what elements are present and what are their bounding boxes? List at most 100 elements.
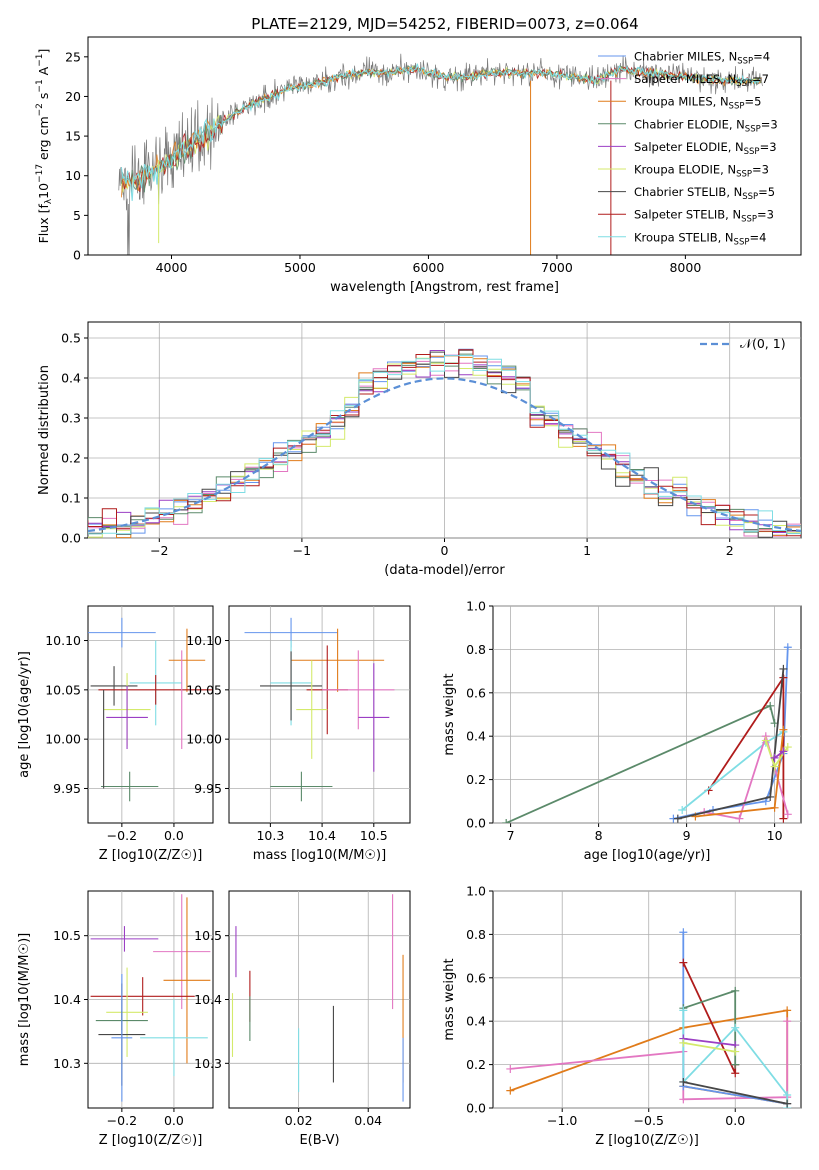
weight-vs-z-xlabel: Z [log10(Z/Z☉)] [595,1133,699,1148]
weight-marker [770,753,779,762]
mass-vs-ebv-group [231,894,404,1102]
mass-vs-ebv-ticklabel-y: 10.4 [194,992,222,1007]
weight-marker [766,701,775,710]
weight-vs-z-frame [492,890,802,1109]
legend-label: Salpeter MILES, NSSP=7 [634,72,769,89]
weight-line [683,989,737,1065]
spectrum-ticklabel-y: 20 [65,89,81,104]
spectrum-group [118,53,763,255]
weight-vs-z-ticklabel-x: −1.0 [547,1113,577,1128]
mass-vs-ebv-ticklabel-x: 0.02 [285,1113,313,1128]
spectrum-ticklabel-y: 15 [65,129,81,144]
weight-vs-age-frame [492,605,802,824]
weight-marker [506,1086,515,1095]
weight-vs-age-ticklabel-y: 0.0 [466,816,486,831]
age-vs-z-ticklabel-y: 10.10 [45,633,81,648]
weight-vs-z-ticklabel-y: 0.8 [466,927,486,942]
spectrum-ticklabel-y: 10 [65,168,81,183]
mass-vs-ebv-ticklabel-y: 10.5 [194,928,222,943]
weight-vs-age-ticklabel-x: 9 [683,828,691,843]
weight-marker [731,986,740,995]
weight-marker [731,1060,740,1069]
age-vs-z-ticklabel-x: −0.2 [107,828,137,843]
age-vs-mass-ticklabel-x: 10.3 [256,828,284,843]
weight-vs-age-ticklabel-x: 8 [595,828,603,843]
weight-vs-age-ticklabel-y: 0.4 [466,729,486,744]
legend-label: 𝒩(0, 1) [740,336,786,351]
age-vs-mass-xlabel: mass [log10(M/M☉)] [253,848,386,863]
spectrum-ticklabel-x: 7000 [541,260,573,275]
histogram-step [88,355,801,535]
weight-marker [679,958,688,967]
age-vs-mass-ticklabel-y: 10.05 [186,682,222,697]
weight-marker [679,928,688,937]
model-spectrum-line [120,63,762,201]
weight-vs-age-group [502,643,792,823]
age-vs-mass-ticklabel-x: 10.5 [360,828,388,843]
spectrum-ticklabel-y: 0 [73,248,81,263]
weight-vs-age-ticklabel-x: 7 [507,828,515,843]
weight-marker [506,1064,515,1073]
weight-marker [783,1006,792,1015]
weight-marker [678,805,687,814]
weight-marker [679,1006,688,1015]
legend-label: Salpeter ELODIE, NSSP=3 [634,140,777,157]
weight-marker [679,1095,688,1104]
weight-marker [735,814,744,823]
spectrum-ticklabel-y: 25 [65,49,81,64]
age-vs-z-ticklabel-y: 10.00 [45,732,81,747]
legend-label: Salpeter STELIB, NSSP=3 [634,208,774,225]
weight-vs-z-ticklabel-y: 1.0 [466,884,486,899]
weight-marker [783,1090,792,1099]
histogram-xlabel: (data-model)/error [384,563,505,578]
legend-label: Chabrier ELODIE, NSSP=3 [634,117,778,134]
histogram-ticklabel-y: 0.5 [61,331,81,346]
weight-vs-z-ticklabel-y: 0.2 [466,1057,486,1072]
age-vs-z-frame [87,605,214,824]
weight-vs-age-ticklabel-y: 0.8 [466,642,486,657]
weight-vs-age-ticklabel-x: 10 [767,828,783,843]
histogram-ylabel: Normed distribution [37,365,52,495]
spectrum-frame [87,36,802,256]
legend-label: Kroupa MILES, NSSP=5 [634,95,761,112]
weight-vs-z-group [506,928,792,1108]
weight-vs-z-ylabel: mass weight [442,958,457,1040]
weight-marker [673,814,682,823]
model-spectrum-line [121,66,762,198]
weight-marker [779,814,788,823]
spectrum-ticklabel-x: 8000 [669,260,701,275]
weight-marker [779,664,788,673]
legend-label: Chabrier MILES, NSSP=4 [634,50,770,67]
histogram-ticklabel-y: 0.1 [61,491,81,506]
weight-line [683,1037,736,1046]
weight-vs-z-ticklabel-x: 0.0 [725,1113,745,1128]
histogram-ticklabel-x: −1 [293,543,311,558]
histogram-ticklabel-y: 0.2 [61,451,81,466]
age-vs-z-ticklabel-x: 0.0 [164,828,184,843]
normal-curve [88,377,801,533]
weight-line [774,750,784,759]
legend-label: Chabrier STELIB, NSSP=5 [634,185,775,202]
age-vs-z-ticklabel-y: 9.95 [53,781,81,796]
spectrum-ylabel: Flux [fλ10−17 erg cm−2 s−1 A−1] [35,49,54,244]
weight-marker [679,1038,688,1047]
weight-marker [731,1069,740,1078]
weight-marker [770,762,779,771]
histogram-ticklabel-y: 0.0 [61,531,81,546]
weight-line [682,962,737,1074]
weight-marker [783,643,792,652]
histogram-group [88,348,801,538]
weight-vs-z-ticklabel-y: 0.4 [466,1014,486,1029]
legend-label: Kroupa STELIB, NSSP=4 [634,230,766,247]
weight-marker [770,803,779,812]
age-vs-z-ticklabel-y: 10.05 [45,682,81,697]
weight-vs-z-ticklabel-y: 0.6 [466,970,486,985]
weight-vs-age-xlabel: age [log10(age/yr)] [584,848,711,863]
spectrum-ticklabel-x: 4000 [156,260,188,275]
mass-vs-ebv-xlabel: E(B-V) [299,1133,339,1148]
figure-title: PLATE=2129, MJD=54252, FIBERID=0073, z=0… [251,15,638,33]
mass-vs-z-ticklabel-x: −0.2 [107,1113,137,1128]
weight-marker [779,747,788,756]
weight-marker [761,736,770,745]
